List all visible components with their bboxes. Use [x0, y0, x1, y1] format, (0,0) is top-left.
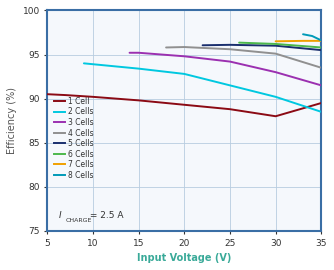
- 1 Cell: [274, 115, 278, 118]
- 7 Cells: [301, 39, 305, 42]
- Line: 4 Cells: 4 Cells: [166, 47, 321, 68]
- 2 Cells: [82, 62, 86, 65]
- 4 Cells: [319, 66, 323, 69]
- Line: 2 Cells: 2 Cells: [84, 63, 321, 112]
- 6 Cells: [237, 41, 241, 44]
- Line: 1 Cell: 1 Cell: [47, 94, 321, 116]
- 3 Cells: [274, 70, 278, 74]
- Line: 8 Cells: 8 Cells: [303, 34, 321, 40]
- 1 Cell: [319, 102, 323, 105]
- 1 Cell: [182, 103, 186, 106]
- Line: 5 Cells: 5 Cells: [203, 45, 321, 50]
- 8 Cells: [310, 34, 314, 38]
- 6 Cells: [319, 46, 323, 49]
- 3 Cells: [319, 84, 323, 87]
- 3 Cells: [228, 60, 232, 63]
- 4 Cells: [274, 52, 278, 55]
- 2 Cells: [91, 63, 95, 66]
- 1 Cell: [45, 93, 49, 96]
- 2 Cells: [228, 84, 232, 87]
- 7 Cells: [319, 39, 323, 42]
- 6 Cells: [274, 42, 278, 46]
- Line: 6 Cells: 6 Cells: [239, 43, 321, 48]
- Y-axis label: Efficiency (%): Efficiency (%): [7, 87, 17, 154]
- Text: = 2.5 A: = 2.5 A: [87, 211, 124, 220]
- 2 Cells: [182, 72, 186, 76]
- 4 Cells: [228, 48, 232, 51]
- 3 Cells: [128, 51, 132, 54]
- 8 Cells: [319, 39, 323, 42]
- Text: CHARGE: CHARGE: [65, 218, 92, 223]
- 2 Cells: [274, 95, 278, 99]
- 5 Cells: [228, 43, 232, 46]
- Legend: 1 Cell, 2 Cells, 3 Cells, 4 Cells, 5 Cells, 6 Cells, 7 Cells, 8 Cells: 1 Cell, 2 Cells, 3 Cells, 4 Cells, 5 Cel…: [51, 94, 97, 183]
- 7 Cells: [274, 40, 278, 43]
- 2 Cells: [319, 110, 323, 113]
- 5 Cells: [319, 49, 323, 52]
- 3 Cells: [137, 51, 141, 54]
- 1 Cell: [91, 95, 95, 99]
- Line: 3 Cells: 3 Cells: [130, 53, 321, 85]
- 5 Cells: [201, 44, 205, 47]
- 4 Cells: [164, 46, 168, 49]
- 5 Cells: [274, 44, 278, 47]
- X-axis label: Input Voltage (V): Input Voltage (V): [137, 253, 231, 263]
- 1 Cell: [228, 107, 232, 111]
- 1 Cell: [64, 93, 68, 97]
- 4 Cells: [182, 45, 186, 49]
- 1 Cell: [137, 99, 141, 102]
- 2 Cells: [137, 67, 141, 70]
- 8 Cells: [301, 33, 305, 36]
- Text: I: I: [58, 211, 61, 220]
- 3 Cells: [182, 55, 186, 58]
